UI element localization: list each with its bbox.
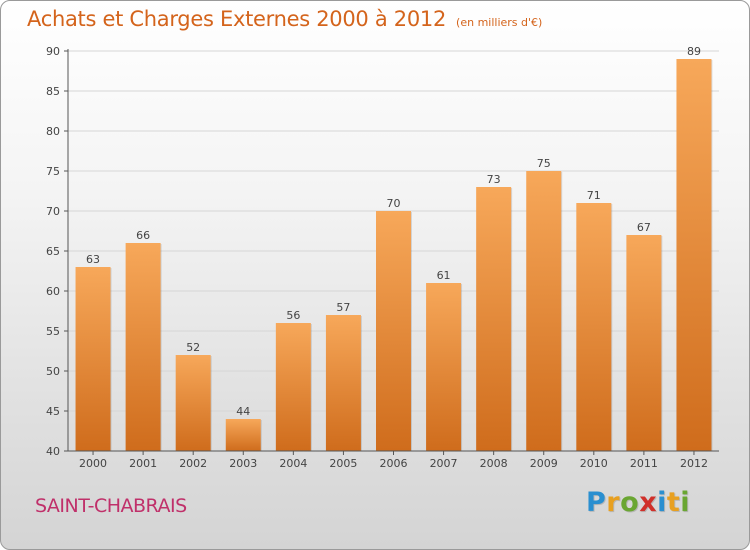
- bar: [275, 323, 311, 451]
- bar-value-label: 70: [387, 197, 401, 210]
- bar: [225, 419, 261, 451]
- bar-value-label: 56: [286, 309, 300, 322]
- bar-value-label: 57: [336, 301, 350, 314]
- bar: [526, 171, 562, 451]
- bar-value-label: 61: [437, 269, 451, 282]
- logo-letter: P: [586, 487, 607, 518]
- bar-value-label: 66: [136, 229, 150, 242]
- x-tick-label: 2005: [329, 457, 357, 470]
- x-tick-label: 2003: [229, 457, 257, 470]
- chart-subtitle: (en milliers d'€): [456, 16, 543, 29]
- x-tick-label: 2001: [129, 457, 157, 470]
- labels: 40 45 50 55 60 65 70 75 80 85 90 63 2000 66 2001 52 2002…: [46, 45, 708, 470]
- bar: [325, 315, 361, 451]
- y-tick-label: 90: [46, 45, 60, 58]
- chart-title: Achats et Charges Externes 2000 à 2012: [27, 7, 447, 31]
- x-tick-label: 2002: [179, 457, 207, 470]
- bar: [125, 243, 161, 451]
- bar: [426, 283, 462, 451]
- bar-value-label: 52: [186, 341, 200, 354]
- x-tick-label: 2009: [530, 457, 558, 470]
- commune-name: SAINT-CHABRAIS: [35, 495, 187, 517]
- y-tick-label: 70: [46, 205, 60, 218]
- y-tick-label: 80: [46, 125, 60, 138]
- y-tick-label: 45: [46, 405, 60, 418]
- y-tick-label: 50: [46, 365, 60, 378]
- logo-letter: i: [680, 487, 691, 518]
- bar-value-label: 44: [236, 405, 250, 418]
- logo-letter: x: [639, 487, 658, 518]
- x-tick-label: 2010: [580, 457, 608, 470]
- y-tick-label: 75: [46, 165, 60, 178]
- bar-value-label: 73: [487, 173, 501, 186]
- x-tick-label: 2011: [630, 457, 658, 470]
- bar-value-label: 75: [537, 157, 551, 170]
- bar: [576, 203, 612, 451]
- logo-letter: t: [666, 487, 681, 518]
- y-tick-label: 55: [46, 325, 60, 338]
- logo-letter: r: [606, 487, 621, 518]
- x-tick-label: 2012: [680, 457, 708, 470]
- bar: [376, 211, 411, 451]
- y-tick-label: 85: [46, 85, 60, 98]
- x-tick-label: 2004: [279, 457, 307, 470]
- bar-value-label: 89: [687, 45, 701, 58]
- logo-letter: o: [620, 487, 640, 518]
- x-tick-label: 2007: [430, 457, 458, 470]
- bar-value-label: 63: [86, 253, 100, 266]
- bar: [626, 235, 662, 451]
- bar-value-label: 67: [637, 221, 651, 234]
- logo-letter: i: [657, 487, 667, 518]
- y-tick-label: 60: [46, 285, 60, 298]
- x-tick-label: 2008: [480, 457, 508, 470]
- title-row: Achats et Charges Externes 2000 à 2012 (e…: [27, 7, 542, 31]
- bars: [75, 59, 713, 451]
- bar-value-label: 71: [587, 189, 601, 202]
- y-tick-label: 40: [46, 445, 60, 458]
- x-tick-label: 2006: [380, 457, 408, 470]
- x-tick-label: 2000: [79, 457, 107, 470]
- bar: [676, 59, 712, 451]
- axes: [64, 49, 719, 455]
- bar: [75, 267, 111, 451]
- bar: [476, 187, 512, 451]
- proxiti-logo: Proxiti: [586, 487, 690, 518]
- y-tick-label: 65: [46, 245, 60, 258]
- bar: [175, 355, 211, 451]
